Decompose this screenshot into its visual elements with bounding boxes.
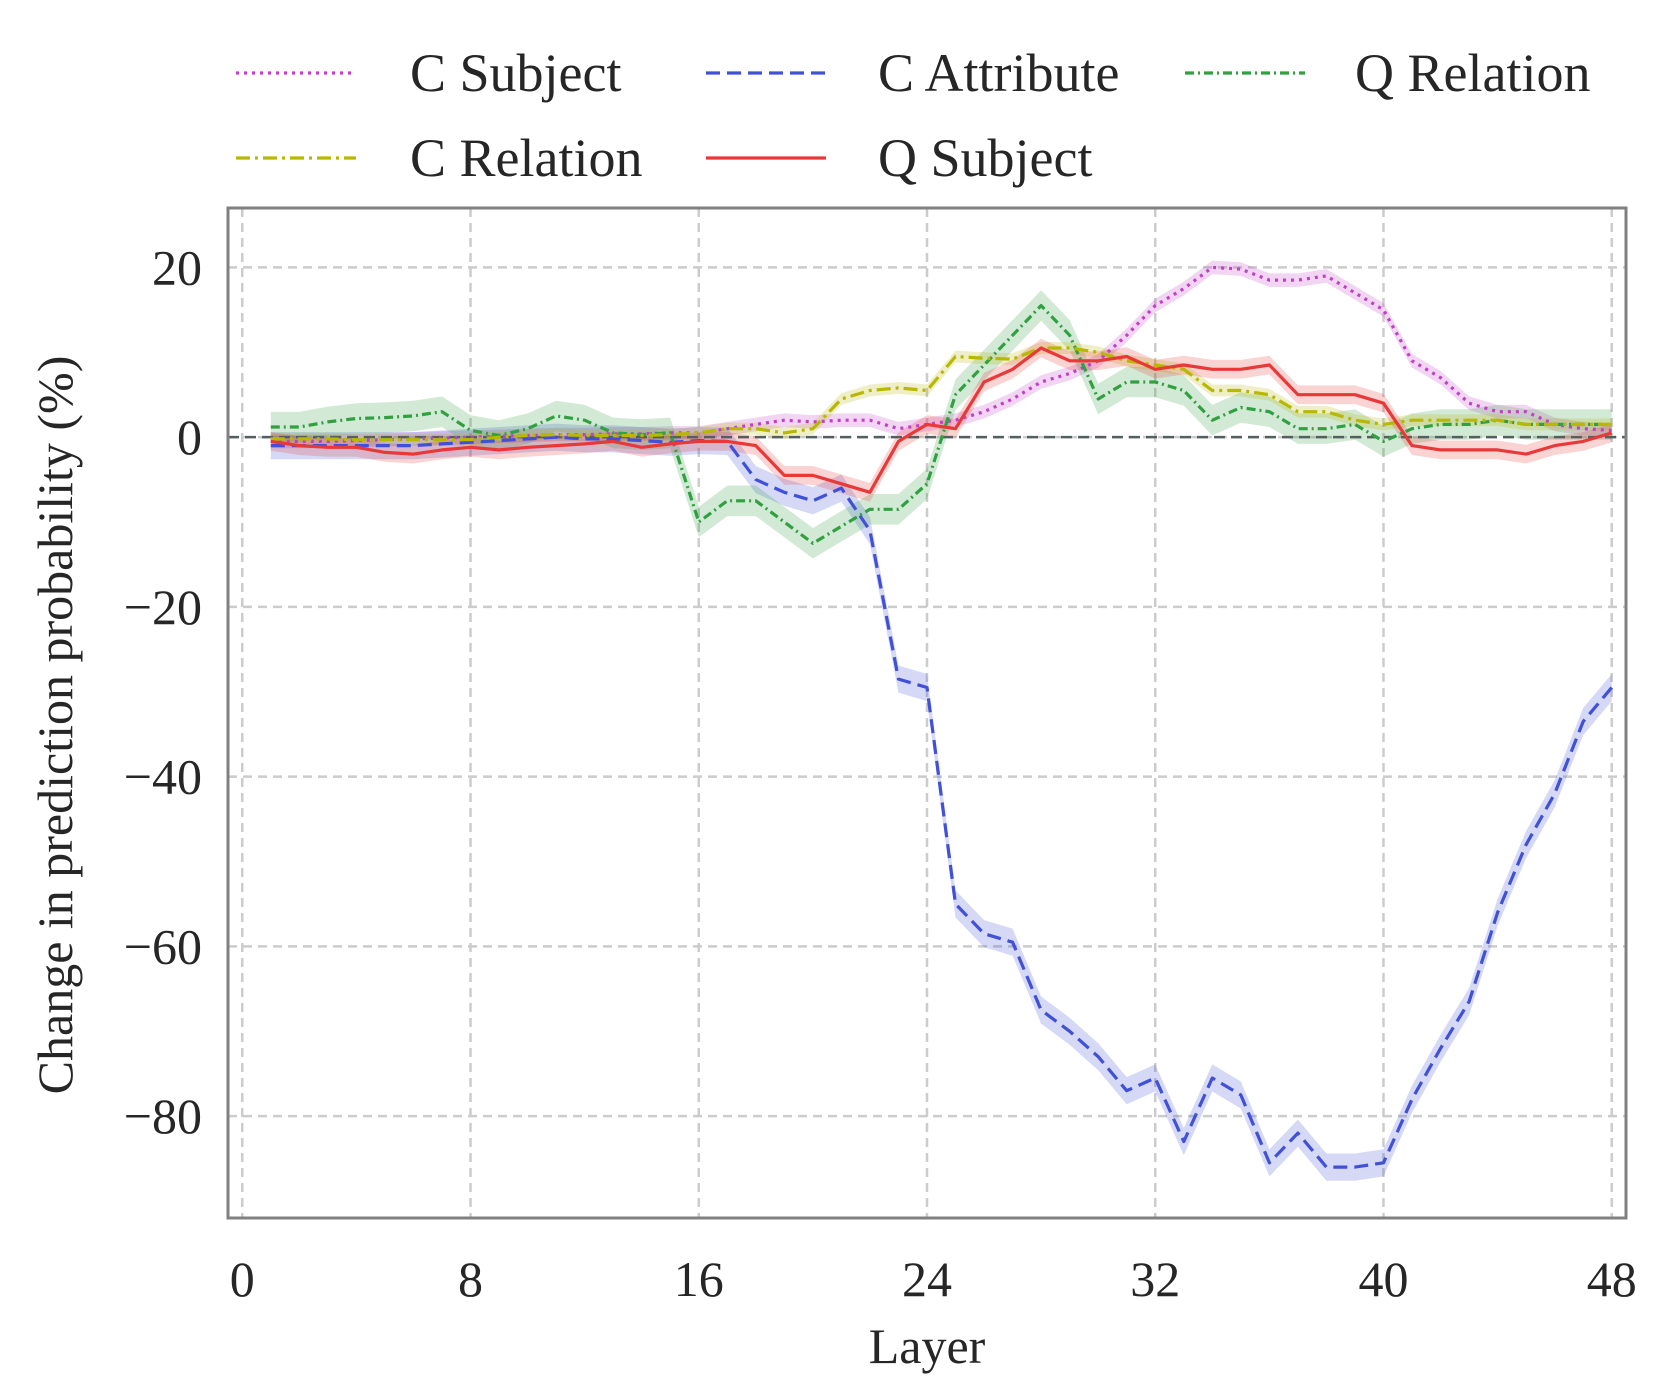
series-line-c-relation (270, 346, 1612, 442)
x-tick-label: 24 (902, 1251, 952, 1307)
plot-frame (226, 206, 1628, 1220)
legend-label: C Subject (410, 43, 622, 103)
x-tick-label: 48 (1587, 1251, 1637, 1307)
y-tick-label: −60 (124, 918, 202, 974)
confidence-bands (270, 260, 1612, 1181)
legend-label: Q Subject (878, 128, 1092, 188)
band-c-relation (270, 342, 1612, 446)
series-lines (270, 265, 1613, 1169)
x-tick-label: 0 (230, 1251, 255, 1307)
band-c-attribute (270, 423, 1612, 1181)
y-tick-label: −80 (124, 1088, 202, 1144)
series-line-c-subject (270, 265, 1612, 443)
series-line-c-attribute (270, 435, 1613, 1169)
x-tick-label: 32 (1130, 1251, 1180, 1307)
x-axis-label: Layer (869, 1318, 986, 1374)
series-line-q-subject (270, 346, 1613, 494)
legend-label: C Attribute (878, 43, 1120, 103)
y-tick-label: −40 (124, 749, 202, 805)
x-tick-label: 40 (1358, 1251, 1408, 1307)
y-tick-label: 0 (177, 409, 202, 465)
legend-label: Q Relation (1355, 43, 1590, 103)
legend-label: C Relation (410, 128, 642, 188)
y-tick-label: 20 (152, 239, 202, 295)
y-tick-labels: 20 0 −20 −40 −60 −80 (124, 239, 202, 1144)
x-tick-labels: 0 8 16 24 32 40 48 (230, 1251, 1637, 1307)
y-axis-label: Change in prediction probability (%) (27, 356, 83, 1095)
x-tick-label: 16 (674, 1251, 724, 1307)
y-tick-label: −20 (124, 579, 202, 635)
band-q-relation (270, 290, 1612, 559)
x-tick-label: 8 (458, 1251, 483, 1307)
series-line-q-relation (270, 304, 1612, 545)
band-q-subject (270, 338, 1612, 502)
legend: C Subject C Attribute Q Relation C Relation… (236, 43, 1590, 188)
